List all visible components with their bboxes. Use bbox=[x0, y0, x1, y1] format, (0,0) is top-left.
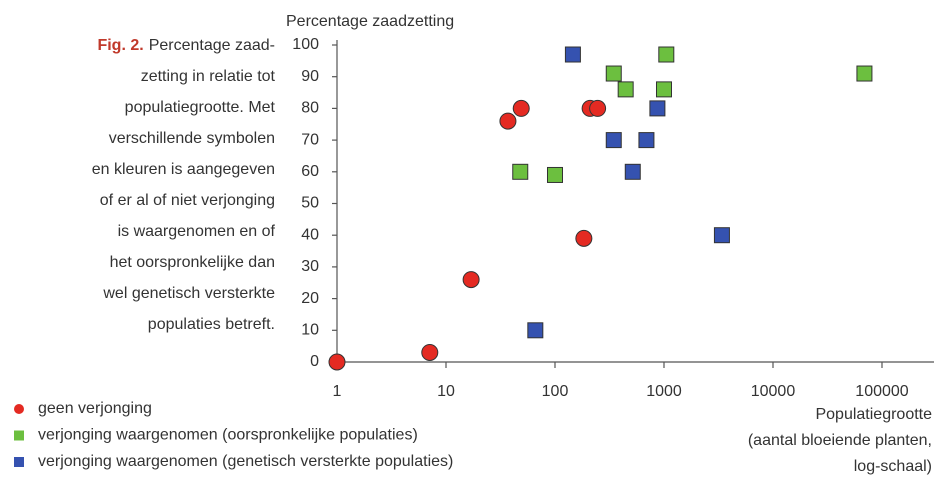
y-tick-label: 40 bbox=[301, 226, 319, 243]
x-tick-label: 1000 bbox=[646, 383, 682, 400]
point bbox=[527, 322, 544, 339]
y-tick-label: 20 bbox=[301, 290, 319, 307]
point bbox=[856, 65, 873, 82]
point bbox=[658, 46, 675, 63]
point bbox=[649, 100, 666, 117]
point bbox=[605, 132, 622, 149]
legend-label: verjonging waargenomen (genetisch verste… bbox=[38, 453, 453, 470]
caption-line: of er al of niet verjonging bbox=[100, 192, 275, 209]
point bbox=[605, 65, 622, 82]
point bbox=[655, 81, 672, 98]
y-tick-label: 30 bbox=[301, 258, 319, 275]
legend-label: verjonging waargenomen (oorspronkelijke … bbox=[38, 427, 418, 444]
point bbox=[617, 81, 634, 98]
legend-marker bbox=[14, 430, 24, 441]
point bbox=[713, 227, 730, 244]
legend-marker bbox=[14, 457, 24, 467]
y-tick-label: 10 bbox=[301, 322, 319, 339]
point bbox=[512, 99, 530, 117]
y-tick-label: 50 bbox=[301, 195, 319, 212]
caption-line: zetting in relatie tot bbox=[141, 68, 276, 85]
point bbox=[589, 99, 607, 117]
caption-line: en kleuren is aangegeven bbox=[92, 161, 275, 178]
x-tick-label: 10000 bbox=[751, 383, 796, 400]
y-tick-label: 100 bbox=[292, 36, 319, 53]
point bbox=[638, 132, 655, 149]
caption-line: verschillende symbolen bbox=[109, 130, 275, 147]
caption-line: populaties betreft. bbox=[148, 316, 275, 333]
point bbox=[546, 166, 563, 183]
caption: Fig. 2. Percentage zaad-zetting in relati… bbox=[92, 37, 276, 333]
legend-label: geen verjonging bbox=[38, 400, 152, 417]
point bbox=[499, 112, 517, 130]
x-axis-label: (aantal bloeiende planten, bbox=[748, 432, 932, 449]
x-axis-label: Populatiegrootte bbox=[815, 406, 932, 423]
x-tick-label: 100 bbox=[542, 383, 569, 400]
y-tick-label: 80 bbox=[301, 100, 319, 117]
x-tick-label: 1 bbox=[333, 383, 342, 400]
x-tick-label: 100000 bbox=[855, 383, 908, 400]
caption-line: het oorspronkelijke dan bbox=[110, 254, 275, 271]
caption-line: is waargenomen en of bbox=[118, 223, 276, 240]
y-axis-label: Percentage zaadzetting bbox=[286, 13, 454, 30]
legend-marker bbox=[14, 404, 24, 414]
caption-line: wel genetisch versterkte bbox=[102, 285, 275, 302]
y-tick-label: 70 bbox=[301, 131, 319, 148]
point bbox=[421, 343, 439, 361]
point bbox=[512, 163, 529, 180]
x-axis-label: log-schaal) bbox=[854, 458, 932, 475]
point bbox=[462, 271, 480, 289]
caption-line: Percentage zaad- bbox=[149, 37, 275, 54]
point bbox=[624, 163, 641, 180]
y-tick-label: 0 bbox=[310, 353, 319, 370]
y-tick-label: 90 bbox=[301, 68, 319, 85]
point bbox=[564, 46, 581, 63]
y-tick-label: 60 bbox=[301, 163, 319, 180]
caption-label: Fig. 2. bbox=[97, 37, 143, 54]
caption-line: populatiegrootte. Met bbox=[125, 99, 276, 116]
x-tick-label: 10 bbox=[437, 383, 455, 400]
point bbox=[575, 229, 593, 247]
point bbox=[328, 353, 346, 371]
